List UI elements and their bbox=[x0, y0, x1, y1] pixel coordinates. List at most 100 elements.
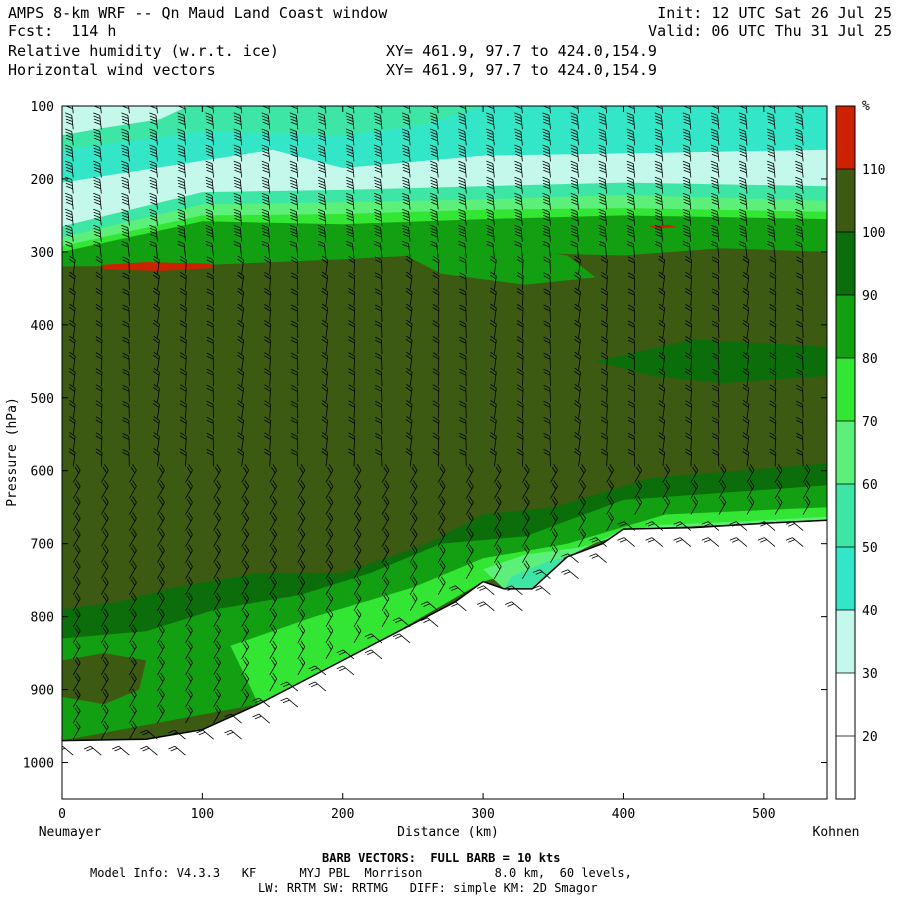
wind-barb bbox=[280, 697, 299, 708]
x-end-station: Kohnen bbox=[813, 825, 860, 840]
wind-barb bbox=[289, 144, 299, 162]
xy-range-1: XY= 461.9, 97.7 to 424.0,154.9 bbox=[386, 42, 657, 60]
wind-barb bbox=[405, 319, 413, 339]
wind-barb bbox=[711, 256, 720, 274]
wind-barb bbox=[264, 271, 271, 290]
wind-barb bbox=[297, 560, 306, 579]
wind-barb bbox=[152, 255, 160, 274]
wind-barb bbox=[129, 624, 137, 644]
wind-barb bbox=[375, 433, 383, 451]
wind-barb bbox=[213, 592, 221, 611]
wind-barb bbox=[65, 224, 74, 242]
wind-barb bbox=[645, 537, 664, 547]
wind-barb bbox=[794, 176, 804, 194]
colorbar-swatch bbox=[836, 484, 855, 547]
wind-barb bbox=[290, 368, 299, 387]
wind-barb bbox=[290, 288, 299, 306]
wind-barb bbox=[185, 656, 193, 676]
wind-barb bbox=[100, 480, 109, 499]
wind-barb bbox=[68, 367, 76, 387]
wind-barb bbox=[729, 537, 748, 547]
wind-barb bbox=[264, 336, 271, 355]
wind-barb bbox=[375, 449, 383, 467]
wind-barb bbox=[711, 400, 720, 419]
wind-barb bbox=[578, 480, 586, 499]
wind-barb bbox=[654, 176, 664, 194]
wind-barb bbox=[711, 320, 720, 338]
wind-barb bbox=[600, 384, 608, 403]
wind-barb bbox=[179, 304, 187, 322]
wind-barb bbox=[489, 448, 497, 467]
wind-barb bbox=[401, 144, 411, 162]
wind-barb bbox=[654, 192, 664, 210]
wind-barb bbox=[336, 649, 355, 660]
wind-barb bbox=[738, 160, 748, 178]
wind-barb bbox=[458, 128, 467, 146]
wind-barb bbox=[458, 112, 467, 130]
wind-barb bbox=[206, 336, 214, 355]
wind-barb bbox=[264, 255, 271, 274]
wind-barb bbox=[381, 464, 390, 483]
wind-barb bbox=[297, 544, 306, 563]
wind-barb bbox=[72, 592, 81, 611]
wind-barb bbox=[796, 336, 804, 355]
wind-barb bbox=[769, 304, 777, 322]
wind-barbs bbox=[62, 106, 811, 756]
wind-barb bbox=[550, 544, 558, 563]
wind-barb bbox=[177, 112, 186, 130]
wind-barb bbox=[514, 112, 523, 130]
wind-barb bbox=[710, 192, 720, 210]
wind-barb bbox=[252, 697, 270, 708]
axes: 100 200 300 400 500 600 700 800 900 1000 0 100 200 30… bbox=[23, 100, 827, 822]
wind-barb bbox=[375, 416, 383, 435]
wind-barb bbox=[542, 128, 551, 146]
wind-barb bbox=[157, 512, 165, 531]
wind-barb bbox=[742, 255, 750, 274]
wind-barb bbox=[516, 400, 524, 419]
wind-barb bbox=[345, 240, 355, 258]
wind-barb bbox=[627, 272, 636, 290]
wind-barb bbox=[269, 544, 278, 563]
wind-barb bbox=[325, 480, 334, 499]
wind-barb bbox=[459, 272, 467, 290]
wind-barb bbox=[409, 592, 418, 611]
wind-barb bbox=[766, 240, 776, 258]
wind-barb bbox=[237, 351, 244, 371]
wind-barb bbox=[72, 656, 81, 676]
wind-barb bbox=[570, 192, 579, 210]
wind-barb bbox=[654, 160, 664, 178]
wind-barb bbox=[129, 576, 137, 595]
wind-barb bbox=[237, 271, 244, 290]
wind-barb bbox=[626, 208, 636, 226]
wind-barb bbox=[68, 287, 76, 306]
wind-barb bbox=[718, 464, 727, 483]
wind-barb bbox=[213, 576, 221, 595]
wind-barb bbox=[606, 512, 614, 531]
forecast-hour: Fcst: 114 h bbox=[8, 22, 117, 40]
wind-barb bbox=[682, 112, 692, 130]
wind-barb bbox=[95, 432, 103, 451]
wind-barb bbox=[95, 352, 103, 371]
wind-barb bbox=[297, 576, 306, 595]
wind-barb bbox=[682, 176, 692, 194]
wind-barb bbox=[738, 176, 748, 194]
wind-barb bbox=[233, 128, 243, 146]
wind-barb bbox=[179, 320, 187, 338]
wind-barb bbox=[685, 448, 692, 467]
wind-barb bbox=[289, 192, 299, 210]
wind-barb bbox=[68, 351, 76, 371]
wind-barb bbox=[100, 592, 109, 611]
wind-barb bbox=[149, 208, 158, 226]
wind-barb bbox=[570, 160, 579, 178]
wind-barb bbox=[206, 256, 214, 274]
wind-barb bbox=[325, 528, 334, 547]
wind-barb bbox=[269, 464, 278, 483]
wind-barb bbox=[543, 256, 551, 274]
wind-barb bbox=[129, 480, 137, 499]
wind-barb bbox=[241, 528, 250, 547]
wind-barb bbox=[802, 496, 811, 515]
wind-barb bbox=[409, 560, 418, 579]
plot-frame bbox=[61, 105, 828, 800]
wind-barb bbox=[261, 192, 271, 210]
wind-barb bbox=[489, 335, 497, 355]
